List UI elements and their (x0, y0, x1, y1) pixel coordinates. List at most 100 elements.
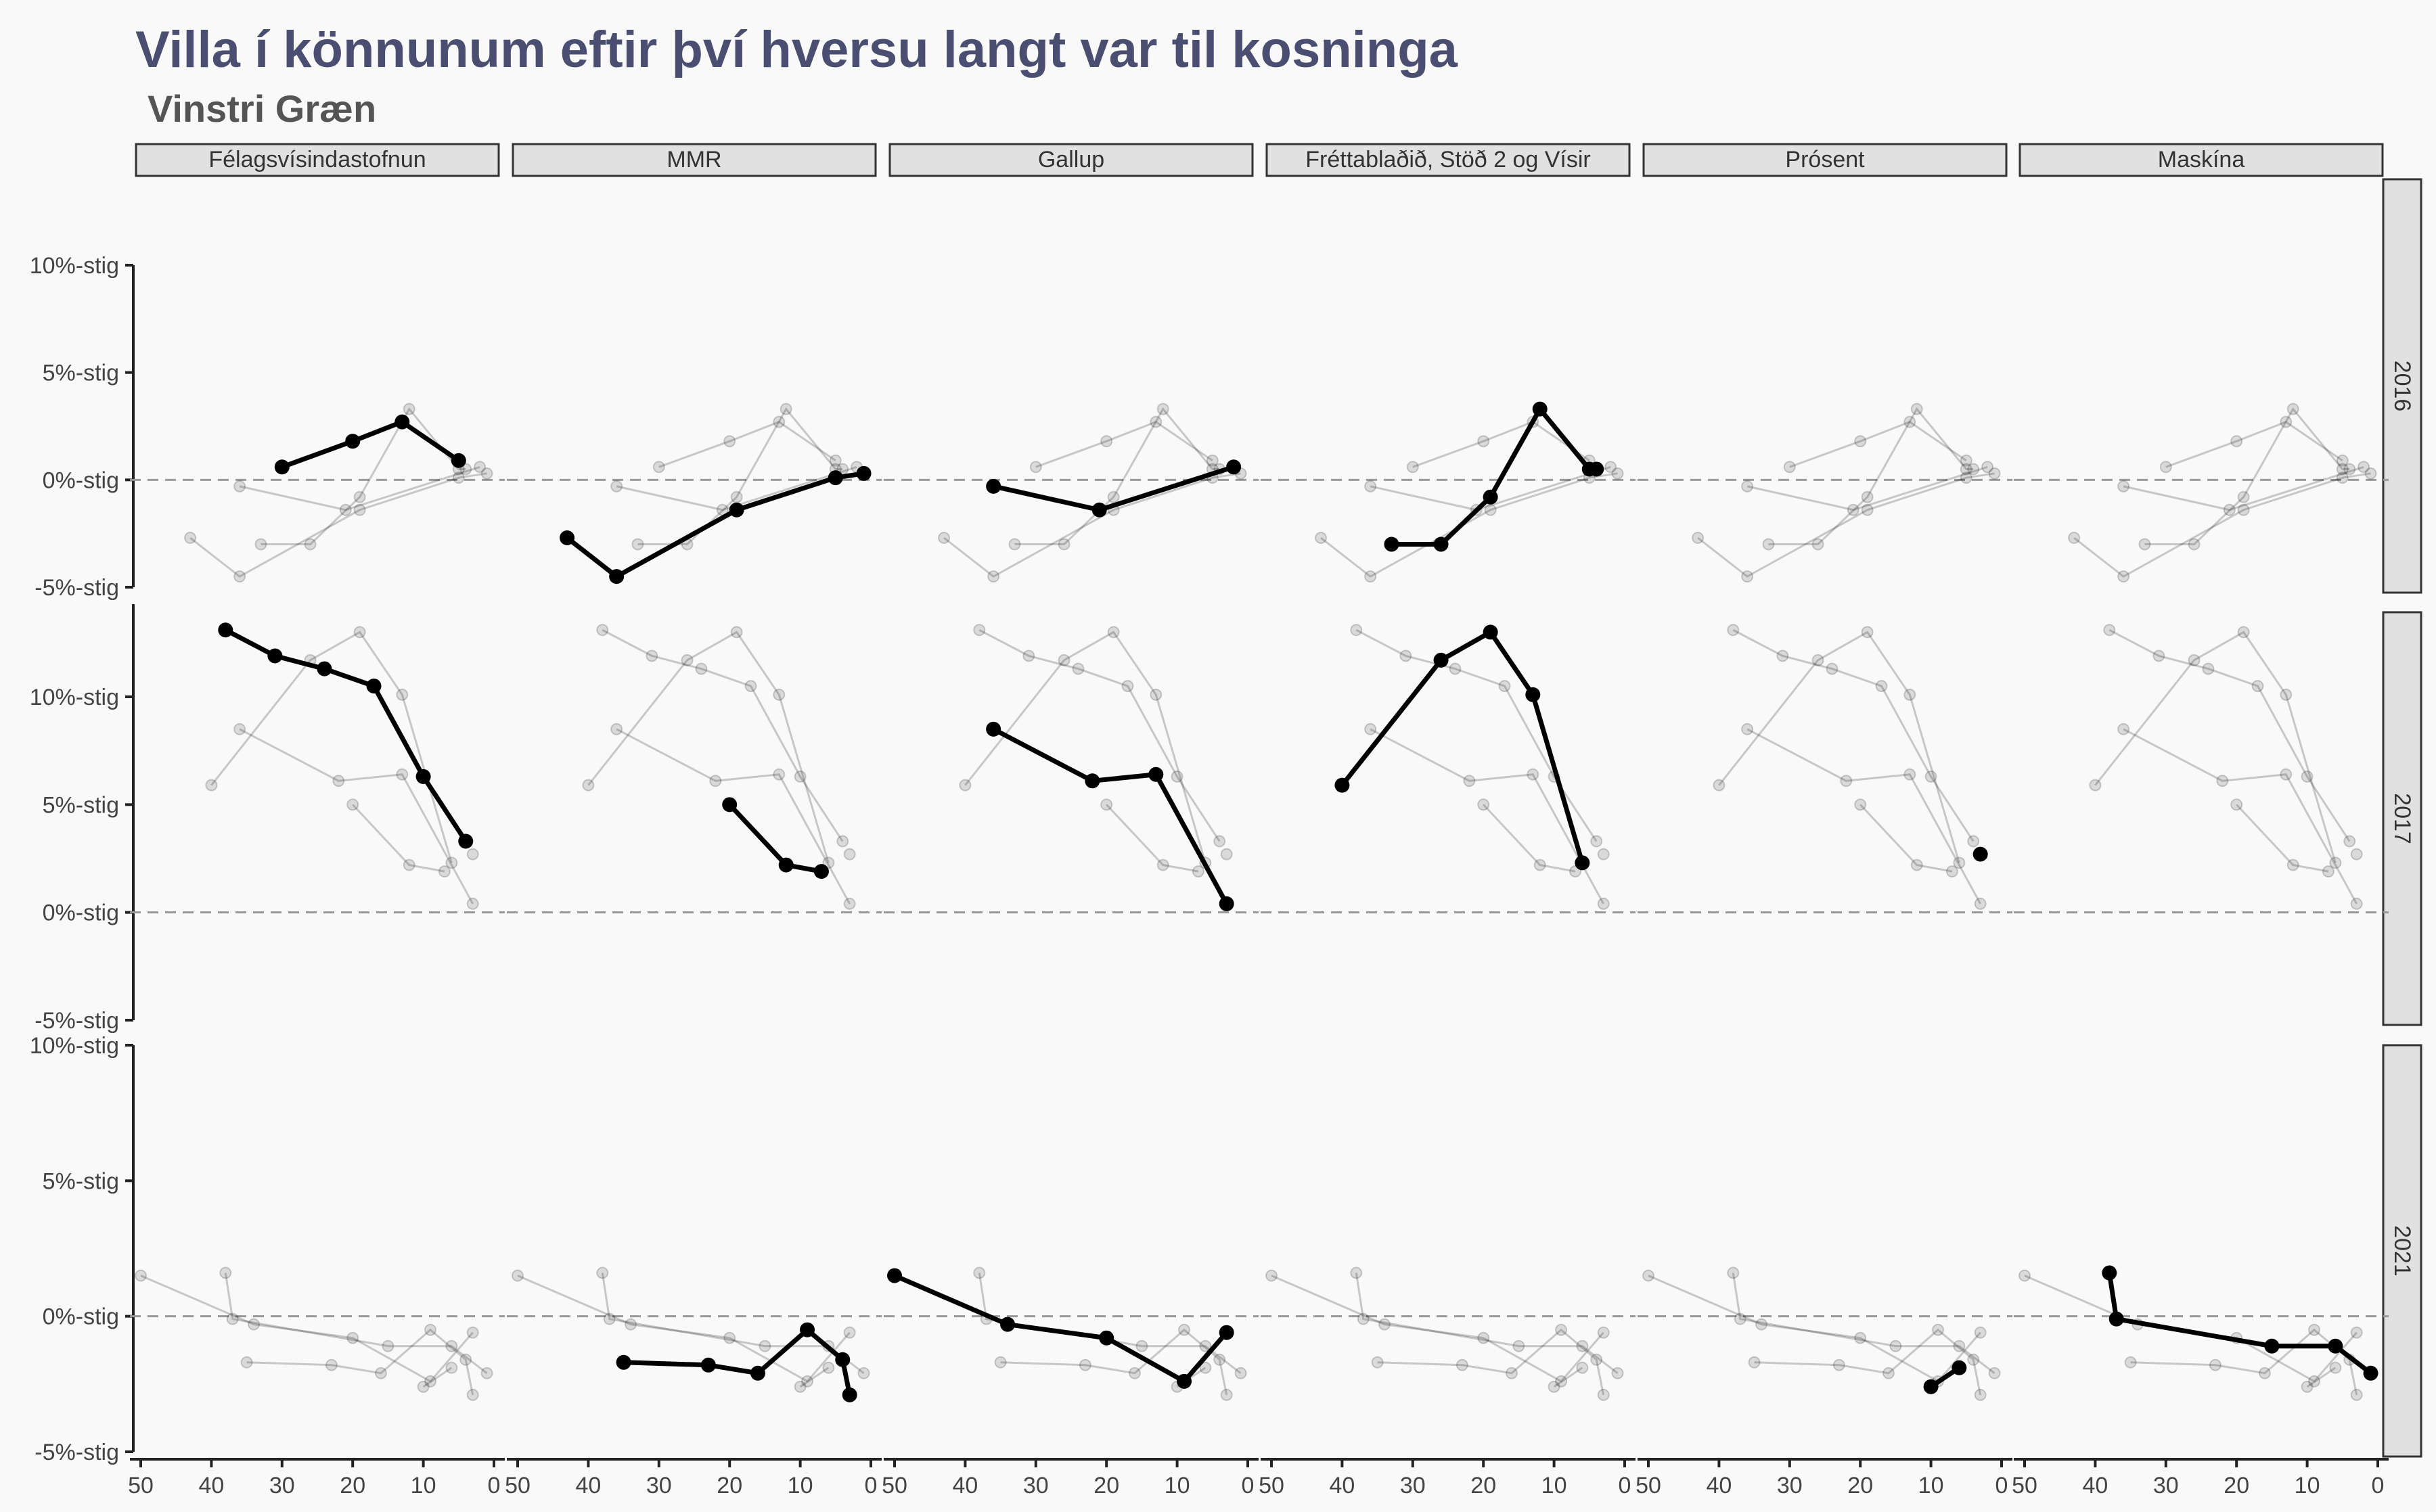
x-tick-label: 30 (1023, 1473, 1049, 1498)
series-point (778, 857, 794, 873)
series-point (1575, 855, 1590, 871)
background-point (1854, 798, 1867, 811)
background-point (1512, 1339, 1525, 1352)
background-point (1505, 1367, 1518, 1379)
background-point (1199, 1361, 1212, 1374)
series-point (842, 1387, 857, 1402)
background-point (1463, 775, 1476, 787)
background-point (2336, 463, 2349, 476)
background-point (1960, 463, 1972, 476)
background-point (339, 503, 352, 516)
x-tick-label: 20 (1470, 1473, 1496, 1498)
background-point (857, 1367, 870, 1379)
facet-row-strip-2017 (2382, 611, 2422, 1026)
x-tick-label: 40 (1329, 1473, 1355, 1498)
background-line-frettabladid-stod-2-og-visir (1014, 407, 1220, 546)
background-point (466, 1388, 479, 1401)
background-line-prosent (1553, 1367, 1583, 1388)
background-point (1840, 775, 1853, 787)
series-point (887, 1268, 902, 1283)
background-point (445, 856, 458, 869)
background-point (304, 538, 317, 551)
background-line-felagsvisindastofnun (1732, 628, 1975, 842)
background-point (1974, 1388, 1987, 1401)
background-point (1265, 1269, 1278, 1282)
background-point (1364, 480, 1377, 492)
background-line-gallup (517, 1275, 851, 1383)
background-point (2350, 848, 2363, 861)
x-tick-label: 10 (411, 1473, 436, 1498)
series-point (986, 721, 1001, 737)
background-point (773, 688, 786, 701)
background-point (843, 1326, 856, 1339)
background-point (709, 775, 722, 787)
series-line-mmr-2021 (623, 1327, 853, 1396)
y-tick-label: 10%-stig (30, 1033, 119, 1059)
x-tick-label: 10 (788, 1473, 813, 1498)
background-point (2343, 463, 2356, 476)
facet-row-label: 2017 (2389, 793, 2415, 844)
series-line-gallup-2017 (992, 727, 1229, 905)
background-point (1974, 897, 1987, 910)
background-point (226, 1312, 239, 1325)
x-tick-label: 40 (198, 1473, 224, 1498)
background-point (1847, 503, 1859, 516)
background-point (744, 680, 757, 693)
background-point (1192, 865, 1204, 878)
background-point (396, 768, 409, 781)
background-point (2322, 865, 2334, 878)
background-line-gallup (2024, 1275, 2358, 1383)
background-point (1555, 1375, 1568, 1388)
series-line-felagsvisindastofnun-2017 (224, 628, 468, 843)
facet-row-label: 2021 (2389, 1225, 2415, 1277)
background-point (325, 1358, 338, 1371)
background-point (2230, 798, 2243, 811)
series-point (722, 797, 738, 812)
background-point (1953, 1339, 1966, 1352)
background-point (2202, 662, 2215, 675)
background-line-felagsvisindastofnun (2108, 628, 2351, 842)
background-point (2209, 1358, 2221, 1371)
background-point (248, 1318, 261, 1331)
background-point (1981, 461, 1994, 474)
background-point (1903, 415, 1916, 428)
x-tick-label: 0 (1242, 1473, 1255, 1498)
background-point (2138, 538, 2151, 551)
series-point (1972, 846, 1988, 862)
facet-strip-label: Gallup (1038, 147, 1104, 173)
background-line-frettabladid-stod-2-og-visir (210, 631, 453, 863)
background-point (1150, 415, 1163, 428)
background-point (2223, 503, 2236, 516)
background-point (603, 1312, 616, 1325)
x-tick-label: 0 (1619, 1473, 1631, 1498)
background-point (610, 480, 623, 492)
background-line-gallup (1746, 728, 1981, 904)
background-point (1597, 897, 1610, 910)
background-point (1220, 848, 1233, 861)
background-line-maskina (1355, 1273, 1619, 1374)
background-point (1692, 532, 1705, 545)
background-point (1178, 1323, 1191, 1336)
series-point (1433, 652, 1449, 668)
y-tick-label: -5%-stig (35, 1008, 119, 1034)
background-point (652, 461, 665, 474)
background-point (2336, 472, 2349, 484)
background-point (773, 768, 786, 781)
background-point (2329, 856, 2342, 869)
series-point (986, 478, 1001, 494)
background-point (1029, 461, 1042, 474)
facet-strip-gallup (888, 143, 1254, 177)
background-point (2152, 649, 2165, 662)
background-point (1364, 723, 1377, 735)
background-point (1727, 624, 1740, 637)
background-line-prosent (422, 1367, 453, 1388)
background-point (610, 723, 623, 735)
background-point (2124, 1356, 2137, 1369)
background-point (2286, 403, 2299, 415)
background-point (233, 570, 246, 583)
background-point (240, 1356, 253, 1369)
series-point (458, 833, 474, 849)
background-point (353, 490, 366, 503)
series-point (317, 661, 332, 677)
